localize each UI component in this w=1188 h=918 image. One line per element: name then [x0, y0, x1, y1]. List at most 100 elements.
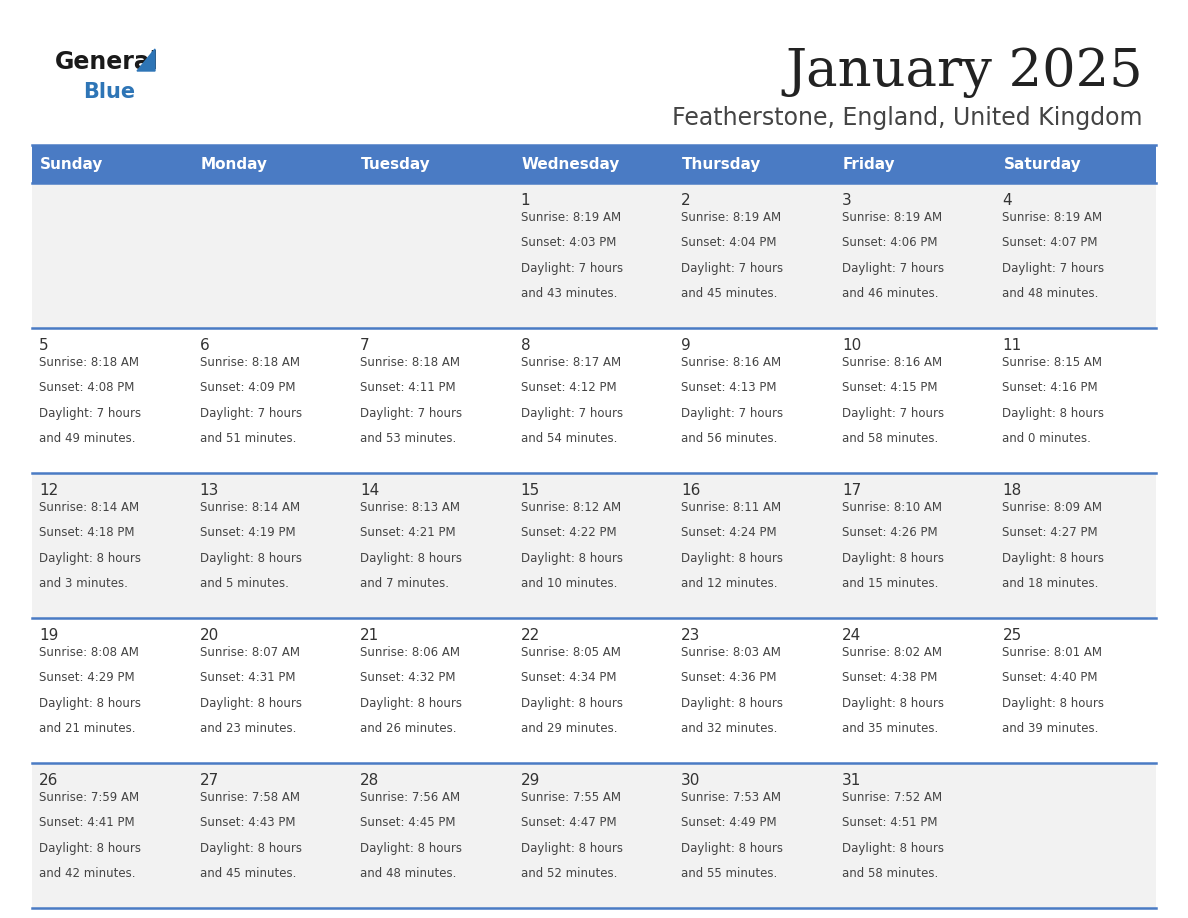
Text: 21: 21: [360, 628, 379, 643]
Text: Sunrise: 8:12 AM: Sunrise: 8:12 AM: [520, 501, 621, 514]
Bar: [32, 763, 192, 908]
Text: Daylight: 8 hours: Daylight: 8 hours: [360, 697, 462, 710]
Text: 20: 20: [200, 628, 219, 643]
Bar: [192, 763, 353, 908]
Bar: [513, 183, 675, 328]
Text: 22: 22: [520, 628, 541, 643]
Text: Sunset: 4:21 PM: Sunset: 4:21 PM: [360, 526, 456, 540]
Text: Sunrise: 8:19 AM: Sunrise: 8:19 AM: [681, 211, 782, 224]
Text: Sunrise: 8:09 AM: Sunrise: 8:09 AM: [1003, 501, 1102, 514]
Text: Sunset: 4:07 PM: Sunset: 4:07 PM: [1003, 236, 1098, 250]
Text: Sunrise: 8:13 AM: Sunrise: 8:13 AM: [360, 501, 460, 514]
Text: 15: 15: [520, 483, 541, 498]
Text: Sunrise: 8:18 AM: Sunrise: 8:18 AM: [39, 356, 139, 369]
Text: 7: 7: [360, 338, 369, 353]
Bar: [353, 763, 513, 908]
Bar: [353, 618, 513, 763]
Text: Sunrise: 8:18 AM: Sunrise: 8:18 AM: [360, 356, 460, 369]
Bar: [835, 763, 996, 908]
Text: Sunset: 4:15 PM: Sunset: 4:15 PM: [842, 381, 937, 395]
Text: Daylight: 7 hours: Daylight: 7 hours: [681, 407, 783, 420]
Bar: [353, 183, 513, 328]
Text: Blue: Blue: [83, 82, 135, 102]
Text: and 35 minutes.: and 35 minutes.: [842, 722, 939, 735]
Text: Sunset: 4:09 PM: Sunset: 4:09 PM: [200, 381, 295, 395]
Text: Sunrise: 7:58 AM: Sunrise: 7:58 AM: [200, 791, 299, 804]
Text: and 23 minutes.: and 23 minutes.: [200, 722, 296, 735]
Text: Sunset: 4:04 PM: Sunset: 4:04 PM: [681, 236, 777, 250]
Text: Sunrise: 8:02 AM: Sunrise: 8:02 AM: [842, 646, 942, 659]
Text: and 45 minutes.: and 45 minutes.: [200, 868, 296, 880]
Text: 5: 5: [39, 338, 49, 353]
Bar: [835, 618, 996, 763]
Text: 26: 26: [39, 773, 58, 788]
Text: Daylight: 7 hours: Daylight: 7 hours: [520, 262, 623, 274]
Text: Sunrise: 8:19 AM: Sunrise: 8:19 AM: [842, 211, 942, 224]
Text: Daylight: 8 hours: Daylight: 8 hours: [520, 842, 623, 855]
Text: 19: 19: [39, 628, 58, 643]
Text: Sunset: 4:31 PM: Sunset: 4:31 PM: [200, 671, 295, 685]
Text: Sunrise: 8:10 AM: Sunrise: 8:10 AM: [842, 501, 942, 514]
Text: Sunset: 4:16 PM: Sunset: 4:16 PM: [1003, 381, 1098, 395]
Bar: [192, 473, 353, 618]
Text: Daylight: 8 hours: Daylight: 8 hours: [520, 552, 623, 565]
Text: 31: 31: [842, 773, 861, 788]
Text: Daylight: 8 hours: Daylight: 8 hours: [360, 842, 462, 855]
Text: and 52 minutes.: and 52 minutes.: [520, 868, 617, 880]
Text: and 15 minutes.: and 15 minutes.: [842, 577, 939, 590]
Text: Sunrise: 8:01 AM: Sunrise: 8:01 AM: [1003, 646, 1102, 659]
Text: Sunset: 4:03 PM: Sunset: 4:03 PM: [520, 236, 617, 250]
Text: and 48 minutes.: and 48 minutes.: [1003, 287, 1099, 300]
Text: Wednesday: Wednesday: [522, 156, 620, 172]
Bar: [353, 145, 513, 183]
Bar: [32, 183, 192, 328]
Text: Daylight: 8 hours: Daylight: 8 hours: [842, 697, 943, 710]
Bar: [675, 145, 835, 183]
Bar: [996, 145, 1156, 183]
Bar: [32, 473, 192, 618]
Text: and 56 minutes.: and 56 minutes.: [681, 432, 778, 445]
Text: Sunset: 4:43 PM: Sunset: 4:43 PM: [200, 816, 295, 829]
Bar: [192, 328, 353, 473]
Text: Sunset: 4:51 PM: Sunset: 4:51 PM: [842, 816, 937, 829]
Bar: [192, 145, 353, 183]
Bar: [513, 328, 675, 473]
Text: Sunset: 4:12 PM: Sunset: 4:12 PM: [520, 381, 617, 395]
Text: and 3 minutes.: and 3 minutes.: [39, 577, 128, 590]
Bar: [675, 183, 835, 328]
Text: and 51 minutes.: and 51 minutes.: [200, 432, 296, 445]
Text: Daylight: 8 hours: Daylight: 8 hours: [681, 697, 783, 710]
Text: Sunrise: 8:07 AM: Sunrise: 8:07 AM: [200, 646, 299, 659]
Text: Daylight: 7 hours: Daylight: 7 hours: [842, 262, 944, 274]
Text: Daylight: 7 hours: Daylight: 7 hours: [1003, 262, 1105, 274]
Text: Thursday: Thursday: [682, 156, 762, 172]
Text: Sunrise: 8:14 AM: Sunrise: 8:14 AM: [39, 501, 139, 514]
Text: and 58 minutes.: and 58 minutes.: [842, 432, 939, 445]
Text: Sunrise: 8:18 AM: Sunrise: 8:18 AM: [200, 356, 299, 369]
Text: 16: 16: [681, 483, 701, 498]
Text: Sunset: 4:36 PM: Sunset: 4:36 PM: [681, 671, 777, 685]
Text: Daylight: 8 hours: Daylight: 8 hours: [842, 552, 943, 565]
Text: Sunset: 4:11 PM: Sunset: 4:11 PM: [360, 381, 456, 395]
Text: and 21 minutes.: and 21 minutes.: [39, 722, 135, 735]
Bar: [996, 183, 1156, 328]
Text: Saturday: Saturday: [1004, 156, 1081, 172]
Bar: [32, 328, 192, 473]
Bar: [835, 183, 996, 328]
Text: and 48 minutes.: and 48 minutes.: [360, 868, 456, 880]
Text: Sunset: 4:34 PM: Sunset: 4:34 PM: [520, 671, 617, 685]
Text: Sunset: 4:13 PM: Sunset: 4:13 PM: [681, 381, 777, 395]
Bar: [32, 145, 192, 183]
Text: Sunrise: 7:53 AM: Sunrise: 7:53 AM: [681, 791, 782, 804]
Text: 4: 4: [1003, 193, 1012, 208]
Text: Daylight: 8 hours: Daylight: 8 hours: [681, 842, 783, 855]
Text: Sunset: 4:06 PM: Sunset: 4:06 PM: [842, 236, 937, 250]
Text: Daylight: 8 hours: Daylight: 8 hours: [1003, 407, 1105, 420]
Text: Sunrise: 8:03 AM: Sunrise: 8:03 AM: [681, 646, 782, 659]
Text: and 29 minutes.: and 29 minutes.: [520, 722, 618, 735]
Text: Daylight: 8 hours: Daylight: 8 hours: [200, 697, 302, 710]
Text: Sunrise: 7:52 AM: Sunrise: 7:52 AM: [842, 791, 942, 804]
Bar: [675, 763, 835, 908]
Text: and 0 minutes.: and 0 minutes.: [1003, 432, 1092, 445]
Text: and 18 minutes.: and 18 minutes.: [1003, 577, 1099, 590]
